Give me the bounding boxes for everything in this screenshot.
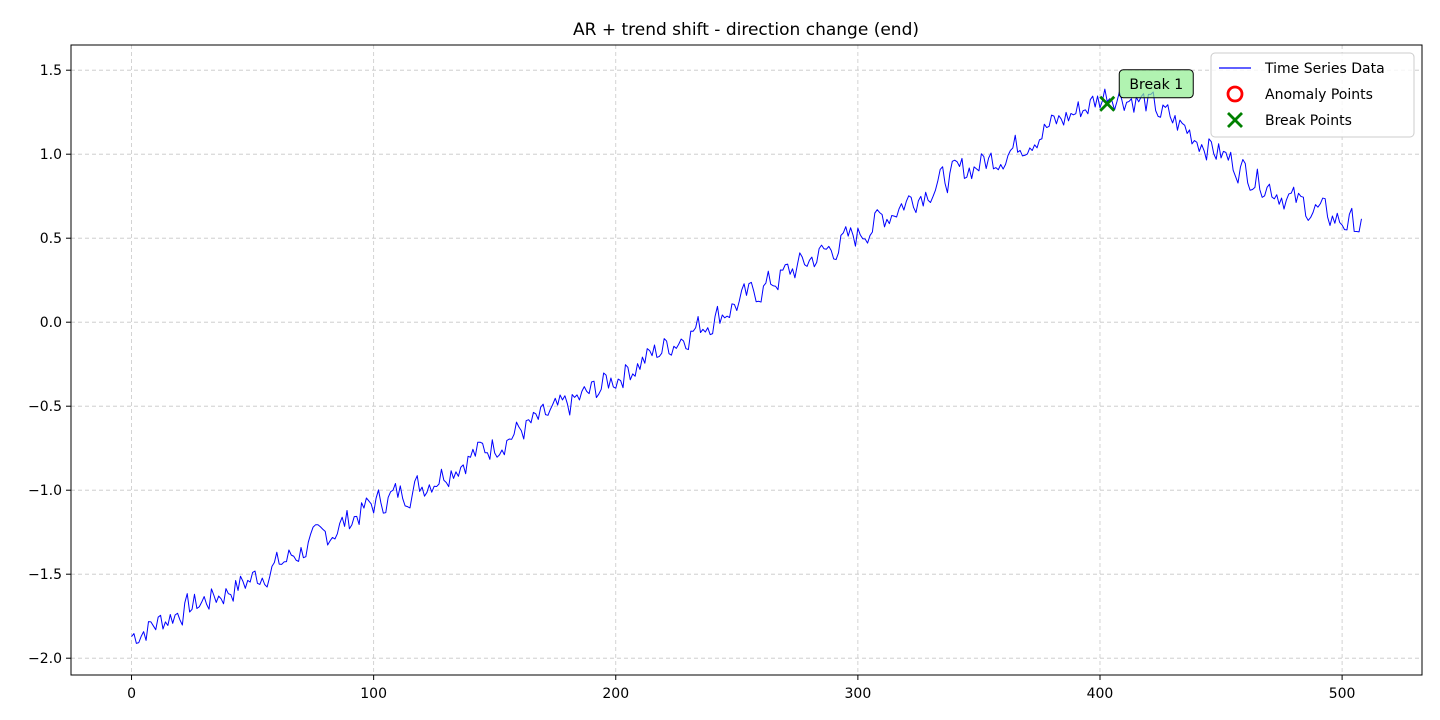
markers-layer: Break 1 xyxy=(1099,69,1194,112)
break-point-marker xyxy=(1099,95,1116,112)
axes: 0 100 200 300 400 500 −2.0 −1.5 −1.0 −0.5 0.0 0.5 1.… xyxy=(28,63,1355,702)
y-tick-label: 0.0 xyxy=(40,315,62,331)
series-layer xyxy=(131,88,1362,644)
legend-box xyxy=(1210,52,1415,138)
legend-label: Time Series Data xyxy=(1264,61,1385,77)
y-tick-label: 1.5 xyxy=(40,63,62,79)
legend-label: Break Points xyxy=(1265,113,1352,129)
grid-lines xyxy=(71,45,1422,675)
x-tick-label: 500 xyxy=(1329,686,1356,702)
legend-label: Anomaly Points xyxy=(1265,87,1373,103)
y-tick-label: 0.5 xyxy=(40,231,62,247)
legend-circle-swatch xyxy=(1226,85,1244,103)
chart-title: AR + trend shift - direction change (end… xyxy=(573,20,919,40)
x-tick-label: 100 xyxy=(360,686,387,702)
y-tick-label: −2.0 xyxy=(28,651,62,667)
annotation-box xyxy=(1118,69,1194,99)
y-tick-label: −1.0 xyxy=(28,483,62,499)
y-tick-label: 1.0 xyxy=(40,147,62,163)
y-tick-label: −0.5 xyxy=(28,399,62,415)
y-tick-label: −1.5 xyxy=(28,567,62,583)
legend: Time Series Data Anomaly Points Break Poin… xyxy=(1210,52,1415,138)
annotation-label: Break 1 xyxy=(1129,77,1183,93)
x-tick-label: 200 xyxy=(602,686,629,702)
x-tick-label: 0 xyxy=(127,686,136,702)
x-tick-label: 400 xyxy=(1087,686,1114,702)
legend-x-swatch xyxy=(1227,112,1243,128)
x-tick-label: 300 xyxy=(845,686,872,702)
series-line-time-series-data xyxy=(131,88,1362,644)
plot-frame xyxy=(70,44,1423,676)
